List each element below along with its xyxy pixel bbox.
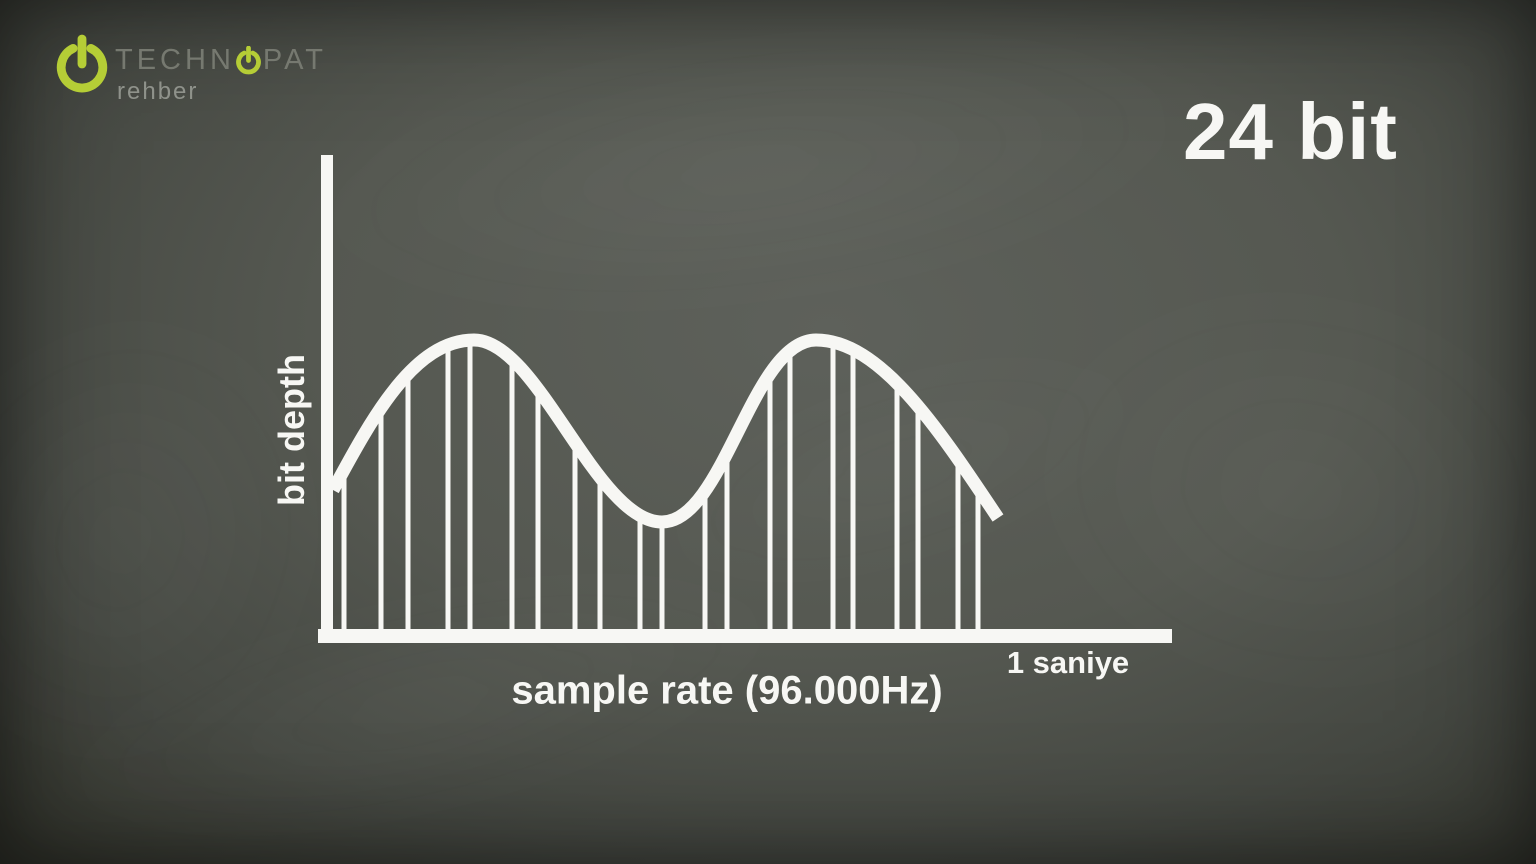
power-icon bbox=[56, 34, 108, 93]
brand-name: TECHN PAT bbox=[115, 46, 327, 75]
technopat-logo: TECHN PAT rehber bbox=[56, 34, 327, 106]
y-axis-label: bit depth bbox=[271, 354, 312, 506]
brand-subtitle: rehber bbox=[117, 78, 199, 105]
logo-text-block: TECHN PAT rehber bbox=[115, 34, 327, 106]
brand-text-pre: TECHN bbox=[115, 44, 235, 76]
x-axis-end-label: 1 saniye bbox=[1006, 645, 1130, 680]
analog-wave bbox=[327, 333, 1004, 529]
x-axis-label: sample rate (96.000Hz) bbox=[511, 668, 943, 713]
power-icon-small bbox=[236, 46, 261, 75]
bit-depth-value: 24 bit bbox=[1183, 87, 1398, 176]
brand-text-post: PAT bbox=[262, 44, 327, 76]
